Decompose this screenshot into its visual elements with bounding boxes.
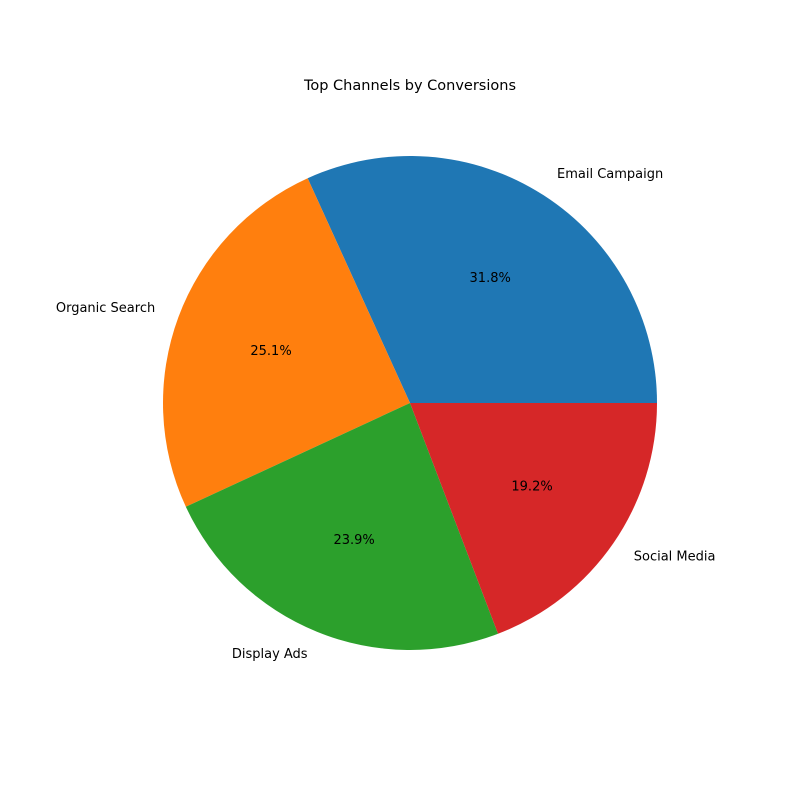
slice-percent-social-media: 19.2% xyxy=(511,480,552,495)
pie-slice-social-media xyxy=(410,403,657,634)
pie-slices xyxy=(163,155,657,650)
chart-title: Top Channels by Conversions xyxy=(303,78,516,94)
slice-label-email-campaign: Email Campaign xyxy=(557,167,663,182)
slice-percent-email-campaign: 31.8% xyxy=(470,271,511,286)
slice-label-display-ads: Display Ads xyxy=(232,647,308,662)
pie-slice-display-ads xyxy=(185,403,499,650)
pie-slice-organic-search xyxy=(163,178,410,507)
pie-slice-email-campaign xyxy=(307,155,657,403)
slice-label-social-media: Social Media xyxy=(634,550,716,565)
slice-percent-display-ads: 23.9% xyxy=(333,533,374,548)
slice-percent-labels: 31.8% 25.1% 23.9% 19.2% xyxy=(250,271,552,548)
slice-labels: Email Campaign Organic Search Display Ads S… xyxy=(56,167,716,662)
slice-label-organic-search: Organic Search xyxy=(56,301,155,316)
slice-percent-organic-search: 25.1% xyxy=(250,344,291,359)
